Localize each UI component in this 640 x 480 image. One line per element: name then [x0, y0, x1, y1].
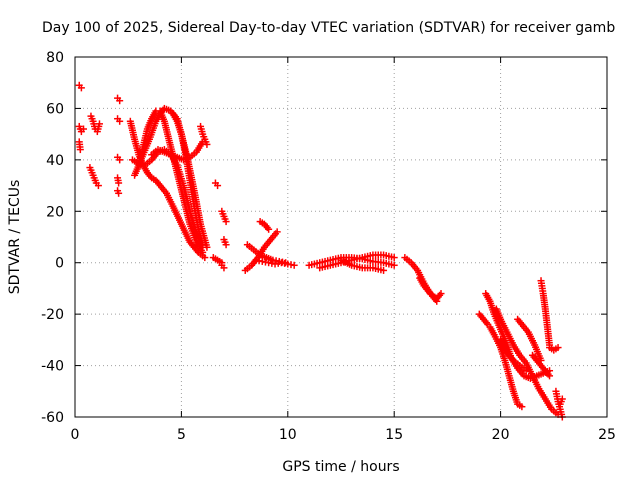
x-axis-title: GPS time / hours [282, 459, 399, 475]
data-point [290, 261, 298, 269]
data-point [201, 254, 209, 262]
data-point [115, 189, 123, 197]
data-point [115, 179, 123, 187]
data-point [518, 403, 526, 411]
data-point [558, 395, 566, 403]
x-tick-label: 15 [385, 427, 403, 443]
y-tick-label: -60 [41, 410, 64, 426]
data-point [273, 228, 281, 236]
data-point [220, 264, 228, 272]
data-point [390, 261, 398, 269]
data-point [222, 218, 230, 226]
data-point [94, 182, 102, 190]
x-tick-label: 10 [279, 427, 297, 443]
data-point [77, 84, 85, 92]
y-tick-label: 0 [55, 256, 64, 272]
data-point [265, 225, 273, 233]
y-tick-label: -20 [41, 307, 64, 323]
data-points [75, 81, 566, 421]
data-point [95, 120, 103, 128]
data-point [380, 266, 388, 274]
y-tick-labels: -60 -40 -20 0 20 40 60 80 [41, 50, 64, 426]
y-tick-label: -40 [41, 359, 64, 375]
data-point [203, 140, 211, 148]
data-point [116, 97, 124, 105]
data-point [554, 344, 562, 352]
x-tick-label: 5 [177, 427, 186, 443]
axis-ticks [74, 56, 608, 418]
data-point [546, 372, 554, 380]
plot-frame [74, 56, 608, 418]
data-point [76, 146, 84, 154]
x-tick-label: 0 [71, 427, 80, 443]
y-tick-label: 40 [46, 153, 64, 169]
data-point [390, 254, 398, 262]
x-tick-labels: 0 5 10 15 20 25 [71, 427, 616, 443]
data-point [214, 182, 222, 190]
chart-title: Day 100 of 2025, Sidereal Day-to-day VTE… [42, 20, 615, 36]
data-point [199, 241, 207, 249]
data-point [116, 117, 124, 125]
data-point [437, 290, 445, 298]
data-point [199, 248, 207, 256]
data-point [116, 156, 124, 164]
y-tick-label: 60 [46, 101, 64, 117]
x-tick-label: 25 [598, 427, 616, 443]
data-point [522, 367, 530, 375]
y-tick-label: 80 [46, 50, 64, 66]
y-tick-label: 20 [46, 204, 64, 220]
y-axis-title: SDTVAR / TECUs [7, 180, 23, 295]
data-point [203, 243, 211, 251]
x-tick-label: 20 [492, 427, 510, 443]
data-point [80, 125, 88, 133]
data-point [433, 297, 441, 305]
data-point [222, 241, 230, 249]
